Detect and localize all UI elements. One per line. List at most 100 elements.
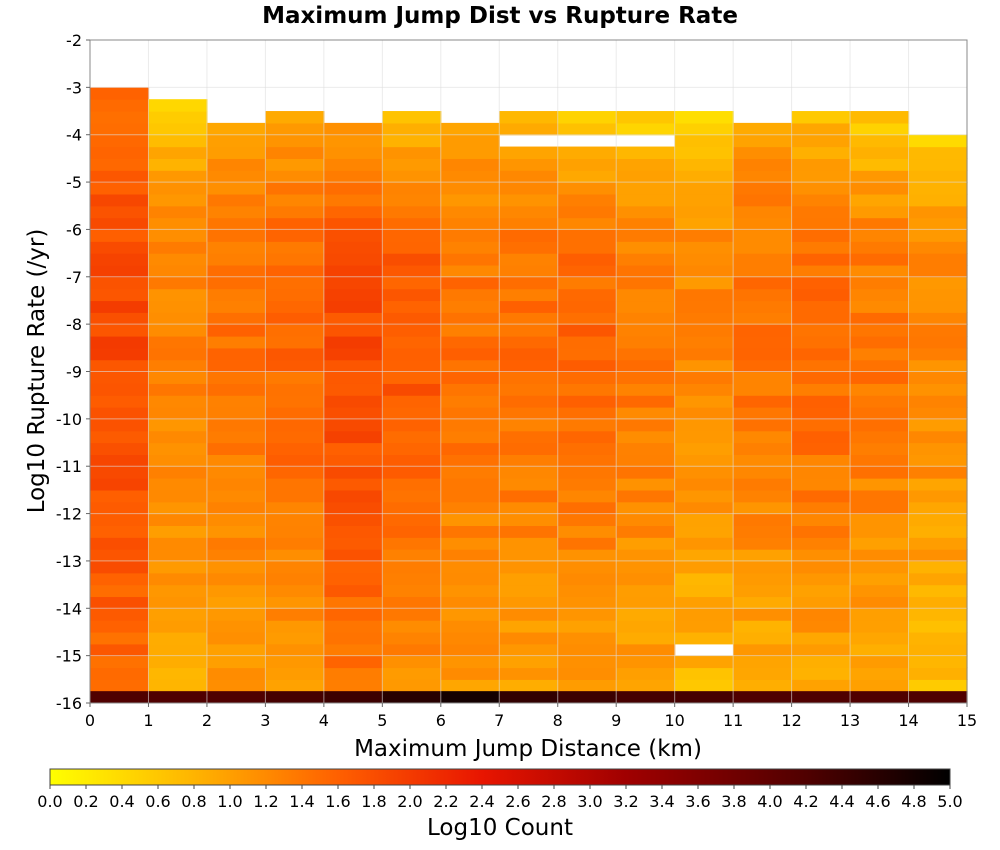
y-tick-label: -7: [66, 268, 82, 287]
heatmap-cell: [90, 489, 150, 503]
heatmap-cell: [90, 312, 150, 325]
x-axis-label: Maximum Jump Distance (km): [354, 736, 702, 762]
colorbar-tick-label: 4.2: [793, 792, 818, 811]
heatmap-cell: [382, 584, 442, 598]
heatmap-cell: [90, 584, 150, 598]
heatmap-cell: [557, 655, 617, 669]
x-tick-label: 11: [723, 711, 743, 730]
heatmap-cell: [733, 324, 793, 337]
heatmap-cell: [90, 193, 150, 207]
heatmap-cell: [557, 478, 617, 491]
heatmap-cell: [908, 383, 968, 396]
heatmap-cell: [206, 300, 266, 313]
heatmap-cell: [850, 371, 910, 384]
heatmap-cell: [206, 312, 266, 325]
heatmap-cell: [908, 146, 968, 159]
heatmap-cell: [148, 679, 208, 692]
heatmap-cell: [90, 146, 150, 159]
heatmap-cell: [616, 300, 676, 313]
heatmap-cell: [148, 407, 208, 420]
heatmap-cell: [148, 549, 208, 562]
heatmap-cell: [850, 537, 910, 550]
heatmap-cell: [674, 620, 734, 633]
heatmap-cell: [90, 335, 150, 349]
heatmap-cell: [616, 182, 676, 195]
heatmap-cell: [90, 264, 150, 278]
heatmap-cell: [206, 525, 266, 538]
heatmap-cell: [616, 584, 676, 598]
x-tick-label: 12: [781, 711, 801, 730]
heatmap-cell: [148, 99, 208, 112]
heatmap-cell: [323, 170, 383, 183]
heatmap-cell: [908, 407, 968, 420]
heatmap-cell: [90, 454, 150, 467]
heatmap-cell: [850, 667, 910, 680]
heatmap-cell: [908, 572, 968, 586]
heatmap-cell: [148, 359, 208, 373]
heatmap-cell: [90, 643, 150, 657]
colorbar-tick-label: 4.6: [865, 792, 890, 811]
heatmap-cell: [499, 276, 559, 290]
heatmap-cell: [323, 679, 383, 692]
heatmap-cell: [557, 170, 617, 183]
heatmap-cell: [733, 359, 793, 373]
heatmap-cell: [90, 359, 150, 373]
heatmap-cell: [148, 264, 208, 278]
heatmap-cell: [616, 241, 676, 254]
heatmap-cell: [616, 525, 676, 538]
heatmap-cell: [382, 264, 442, 278]
heatmap-cell: [674, 347, 734, 361]
heatmap-cell: [382, 158, 442, 171]
heatmap-cell: [440, 383, 500, 396]
x-tick-label: 13: [840, 711, 860, 730]
heatmap-cell: [440, 288, 500, 302]
heatmap-cell: [557, 335, 617, 349]
heatmap-cell: [323, 205, 383, 219]
heatmap-cell: [323, 395, 383, 408]
heatmap-cell: [850, 146, 910, 159]
heatmap-cell: [499, 205, 559, 219]
heatmap-cell: [908, 478, 968, 491]
heatmap-cell: [616, 276, 676, 290]
heatmap-cell-bottom-row: [908, 691, 968, 703]
heatmap-cell: [206, 383, 266, 396]
heatmap-cell: [674, 253, 734, 266]
heatmap-cell: [850, 584, 910, 598]
heatmap-cell: [908, 489, 968, 503]
heatmap-cell: [908, 667, 968, 680]
heatmap-cell: [382, 335, 442, 349]
heatmap-cell: [791, 146, 851, 159]
heatmap-cell: [90, 596, 150, 609]
heatmap-cell: [557, 560, 617, 574]
heatmap-cell: [674, 679, 734, 692]
x-tick-label: 6: [436, 711, 446, 730]
heatmap-cell: [733, 513, 793, 527]
heatmap-cell: [557, 253, 617, 266]
heatmap-cell: [499, 229, 559, 242]
heatmap-cell: [265, 643, 325, 657]
heatmap-cell: [557, 643, 617, 657]
heatmap-cell: [674, 122, 734, 136]
heatmap-cell: [616, 418, 676, 432]
heatmap-cell: [616, 264, 676, 278]
colorbar-tick-label: 0.0: [37, 792, 62, 811]
heatmap-cell: [382, 525, 442, 538]
heatmap-cell: [148, 631, 208, 645]
heatmap-cell: [382, 182, 442, 195]
heatmap-cell: [616, 596, 676, 609]
heatmap-cell: [440, 407, 500, 420]
heatmap-cell: [733, 383, 793, 396]
y-tick-label: -5: [66, 173, 82, 192]
heatmap-cell: [791, 513, 851, 527]
heatmap-cell: [733, 288, 793, 302]
heatmap-cell: [440, 513, 500, 527]
heatmap-cell: [557, 193, 617, 207]
heatmap-cell: [323, 407, 383, 420]
heatmap-cell: [674, 608, 734, 621]
heatmap-cell: [616, 430, 676, 444]
heatmap-cell-bottom-row: [148, 691, 208, 703]
heatmap-cell: [265, 489, 325, 503]
heatmap-cell: [791, 489, 851, 503]
heatmap-cell: [908, 253, 968, 266]
heatmap-cell: [908, 643, 968, 657]
